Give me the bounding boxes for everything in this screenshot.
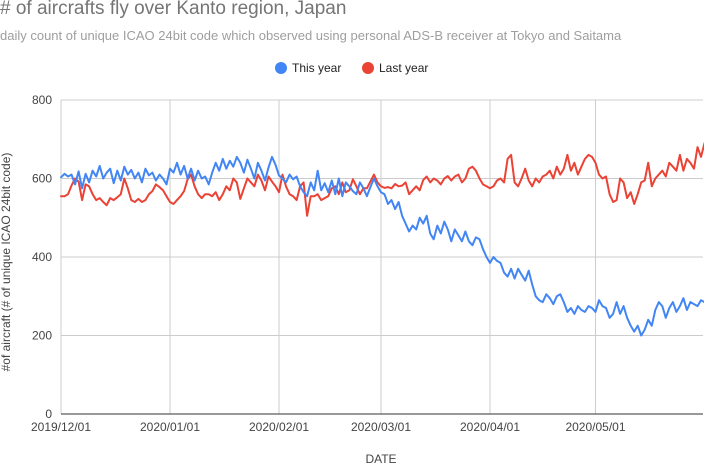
chart-title: # of aircrafts fly over Kanto region, Ja… bbox=[0, 0, 347, 19]
x-tick-label: 2020/02/01 bbox=[249, 420, 309, 434]
legend-label-last-year[interactable]: Last year bbox=[379, 61, 428, 75]
x-tick-label: 2020/03/01 bbox=[351, 420, 411, 434]
x-tick-label: 2020/04/01 bbox=[460, 420, 520, 434]
legend-marker-this-year bbox=[275, 62, 287, 74]
x-tick-label: 2020/01/01 bbox=[140, 420, 200, 434]
y-tick-label: 800 bbox=[32, 93, 52, 107]
legend[interactable]: This year Last year bbox=[275, 61, 428, 75]
series-line-this-year[interactable] bbox=[60, 155, 704, 337]
legend-marker-last-year bbox=[362, 62, 374, 74]
y-tick-label: 0 bbox=[45, 407, 52, 421]
series-line-last-year[interactable] bbox=[60, 142, 704, 217]
legend-label-this-year[interactable]: This year bbox=[292, 61, 341, 75]
x-tick-label: 2019/12/01 bbox=[31, 420, 91, 434]
axis-layer: 0 200 400 600 800 2019/12/01 2020/01/01 2020/02… bbox=[31, 93, 703, 434]
y-tick-label: 400 bbox=[32, 250, 52, 264]
x-axis-title: DATE bbox=[365, 452, 396, 464]
y-tick-label: 200 bbox=[32, 329, 52, 343]
chart-subtitle: daily count of unique ICAO 24bit code wh… bbox=[0, 28, 622, 43]
y-axis-title: #of aircraft (# of unique ICAO 24bit cod… bbox=[0, 153, 13, 372]
series-layer bbox=[60, 142, 704, 337]
y-tick-label: 600 bbox=[32, 172, 52, 186]
gridlines bbox=[60, 99, 703, 414]
x-tick-label: 2020/05/01 bbox=[565, 420, 625, 434]
